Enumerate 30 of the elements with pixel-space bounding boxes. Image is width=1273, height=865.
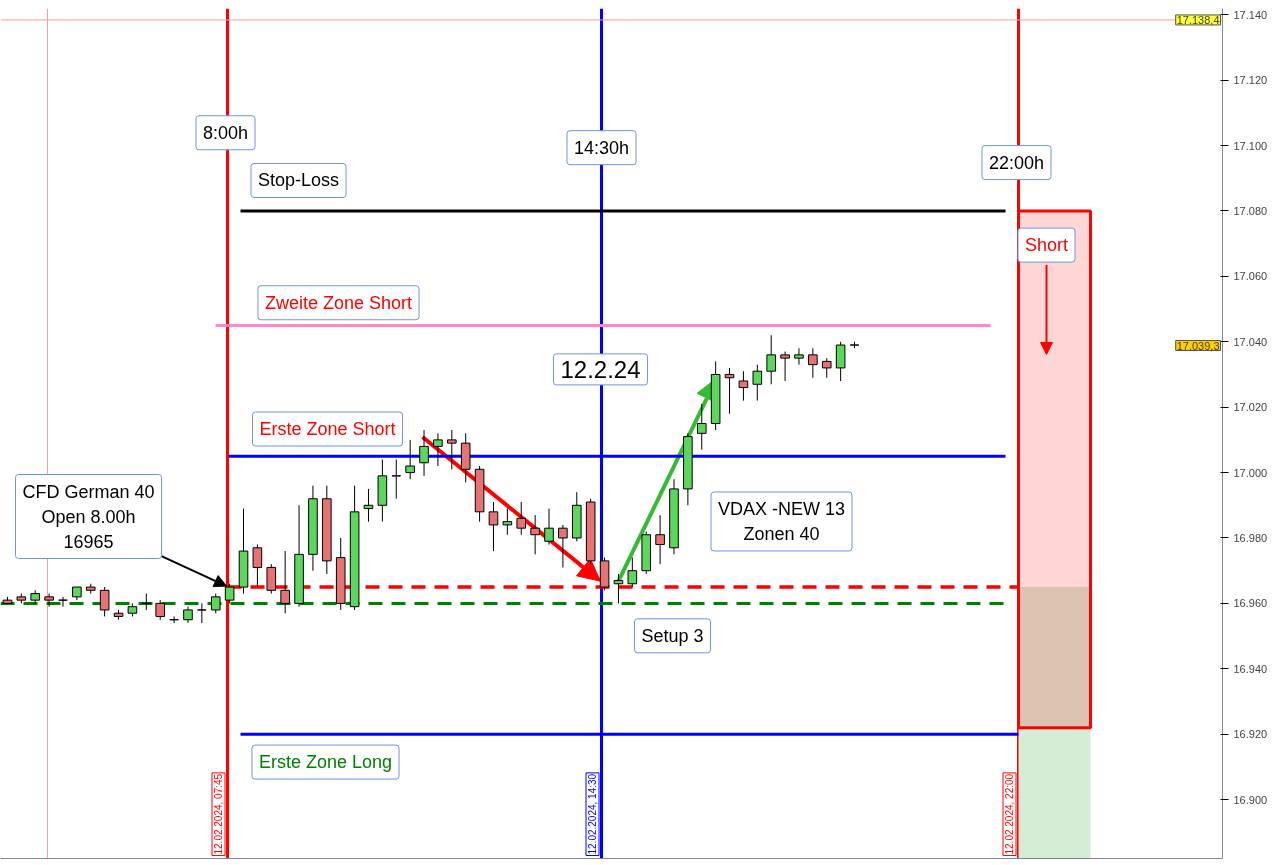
y-tick-label: 17.120: [1233, 74, 1268, 87]
annotation: CFD German 40 Open 8.00h 16965: [22, 481, 155, 552]
annotation: 17.039,3: [1176, 339, 1220, 352]
ref-line-label: 17.138,4: [1176, 13, 1220, 26]
y-tick-label: 16.900: [1233, 793, 1268, 806]
band-label: Short: [1024, 235, 1069, 256]
annotation: 14:30h: [573, 137, 630, 158]
annotation: 8:00h: [202, 122, 249, 143]
y-tick-label: 16.960: [1233, 597, 1268, 610]
ref-line-label: Stop-Loss: [257, 170, 340, 191]
y-tick-label: 17.080: [1233, 204, 1268, 217]
ref-line-label: Zweite Zone Short: [264, 292, 413, 313]
annotation: 12.2.24: [560, 355, 641, 383]
y-tick-label: 17.140: [1233, 8, 1268, 21]
annotation: VDAX -NEW 13 Zonen 40: [717, 498, 846, 544]
annotation: Setup 3: [641, 625, 704, 646]
annotation: 12.02.2024, 22:00: [1004, 773, 1015, 855]
ref-line-label: Erste Zone Long: [258, 752, 393, 773]
y-tick-label: 17.000: [1233, 466, 1268, 479]
ref-line-label: Erste Zone Short: [259, 419, 396, 440]
annotation: 12.02.2024, 14:30: [587, 773, 598, 855]
annotation: 22:00h: [988, 152, 1045, 173]
y-tick-label: 16.940: [1233, 662, 1268, 675]
annotation: 12.02.2024, 07:45: [213, 773, 224, 855]
y-tick-label: 17.100: [1233, 139, 1268, 152]
y-tick-label: 16.980: [1233, 531, 1268, 544]
y-tick-label: 17.060: [1233, 270, 1268, 283]
y-tick-label: 17.040: [1233, 335, 1268, 348]
y-tick-label: 17.020: [1233, 401, 1268, 414]
y-tick-label: 16.920: [1233, 728, 1268, 741]
